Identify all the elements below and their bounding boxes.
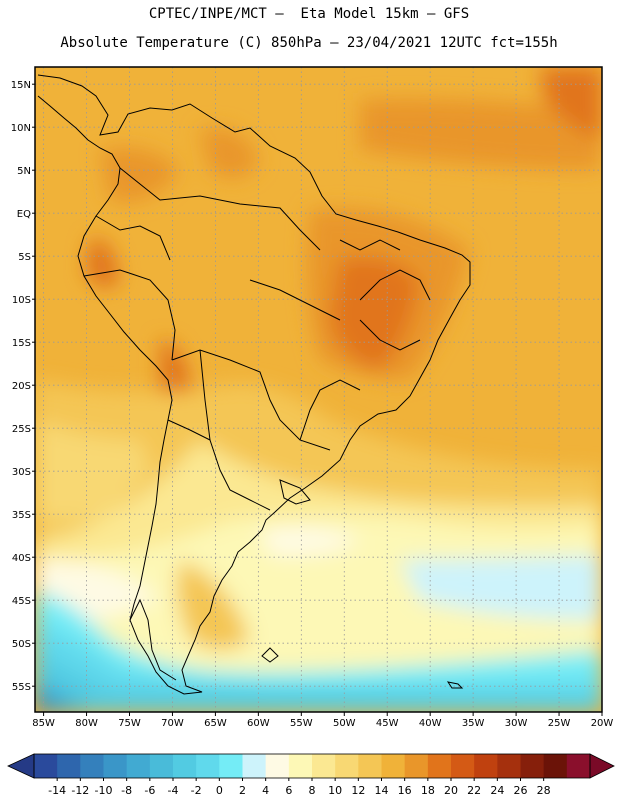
colorbar-swatch [173,754,197,778]
lat-label: 25S [12,424,31,435]
colorbar-swatch [520,754,545,778]
lat-label: 50S [12,639,31,650]
colorbar-label: 6 [285,784,292,797]
colorbar-swatch [34,754,58,778]
lon-label: 80W [75,718,98,729]
colorbar-swatch [103,754,128,778]
colorbar-label: -4 [168,784,179,797]
colorbar-swatch [543,754,568,778]
colorbar-swatch [288,754,313,778]
lat-label: 30S [12,467,31,478]
colorbar-label: -14 [48,784,66,797]
colorbar-swatch [358,754,382,778]
lon-label: 85W [32,718,55,729]
colorbar-label: 18 [421,784,435,797]
colorbar-swatch [242,754,267,778]
map-frame [34,66,603,713]
colorbar-swatch [57,754,81,778]
map-title-line2: Absolute Temperature (C) 850hPa – 23/04/… [60,35,558,51]
colorbar-label: 14 [375,784,389,797]
colorbar-label: 22 [467,784,481,797]
colorbar-label: -10 [95,784,113,797]
colorbar-swatch [427,754,452,778]
lon-label: 70W [161,718,184,729]
colorbar-label: -12 [71,784,89,797]
colorbar-left-arrow [7,753,35,779]
lon-label: 50W [333,718,356,729]
colorbar-right-arrow [589,753,615,779]
temperature-field [35,67,602,712]
colorbar-label: 16 [398,784,412,797]
colorbar-label: -8 [121,784,132,797]
colorbar-swatch [312,754,336,778]
colorbar-label: 8 [309,784,316,797]
colorbar-swatch [126,754,151,778]
colorbar-label: -2 [191,784,202,797]
colorbar-labels: -14 -12 -10 -8 -6 -4 -2 0 2 4 6 8 10 12 14 16 18 20 22 24 26… [48,778,551,797]
colorbar-label: 2 [239,784,246,797]
colorbar-label: 10 [328,784,342,797]
colorbar-label: 26 [514,784,528,797]
lat-label: 35S [12,510,31,521]
lat-label: 40S [12,553,31,564]
colorbar-swatch [149,754,174,778]
lat-label: 10S [12,295,31,306]
lat-label: 55S [12,682,31,693]
colorbar-swatch [265,754,290,778]
colorbar-label: 12 [351,784,365,797]
colorbar-label: 4 [262,784,269,797]
lat-label: 10N [11,123,31,134]
lon-label: 40W [419,718,442,729]
lon-label: 35W [462,718,485,729]
colorbar-label: -6 [144,784,155,797]
lon-label: 55W [290,718,313,729]
lon-label: 65W [204,718,227,729]
latitude-labels: 15N 10N 5N EQ 5S 10S 15S 20S 25S 30S 35S 40S 45S 50S 5… [11,80,35,693]
lat-label: EQ [17,209,31,220]
lon-label: 20W [591,718,614,729]
lon-label: 60W [247,718,270,729]
lat-label: 15N [11,80,31,91]
lat-lon-gridlines [35,67,602,712]
colorbar-label: 0 [216,784,223,797]
lon-label: 75W [118,718,141,729]
colorbar-label: 20 [444,784,458,797]
lon-label: 30W [505,718,528,729]
colorbar-swatch [566,754,591,778]
colorbar-label: 24 [490,784,504,797]
lon-label: 45W [376,718,399,729]
colorbar-swatch [80,754,104,778]
colorbar-swatch [335,754,359,778]
colorbar-label: 28 [537,784,551,797]
colorbar-swatch [381,754,406,778]
lat-label: 5N [17,166,31,177]
map-title-line1: CPTEC/INPE/MCT – Eta Model 15km – GFS [148,6,470,22]
colorbar-swatch [474,754,498,778]
colorbar-swatch [497,754,521,778]
lat-label: 20S [12,381,31,392]
colorbar-swatch [219,754,243,778]
colorbar-swatch [196,754,220,778]
colorbar-swatch [451,754,475,778]
lat-label: 5S [18,252,31,263]
longitude-labels: 85W 80W 75W 70W 65W 60W 55W 50W 45W 40W 35W 30W 25W 2… [32,712,613,729]
lat-label: 45S [12,596,31,607]
colorbar-swatch [404,754,429,778]
lon-label: 25W [548,718,571,729]
colorbar [7,753,615,779]
lat-label: 15S [12,338,31,349]
coastline-and-borders [37,74,471,695]
